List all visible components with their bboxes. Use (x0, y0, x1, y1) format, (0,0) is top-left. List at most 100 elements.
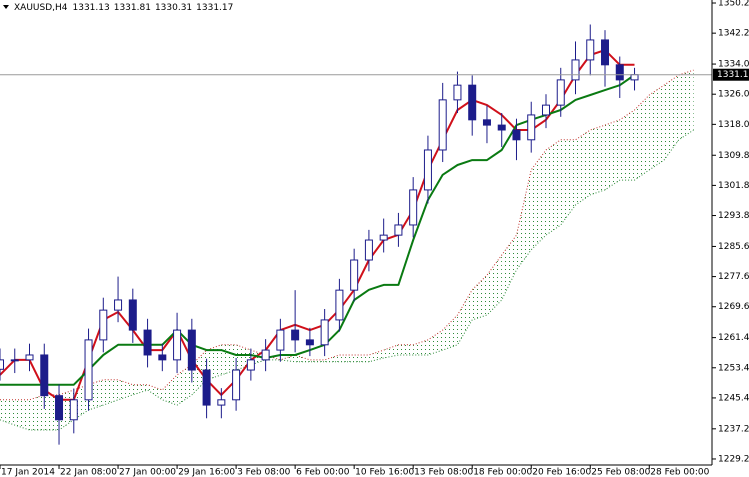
y-tick-label: 1237.20 (718, 424, 749, 434)
y-tick-label: 1277.60 (718, 272, 749, 282)
x-tick-label: 28 Feb 00:00 (650, 468, 709, 477)
symbol: XAUUSD,H4 (14, 3, 68, 13)
close-value: 1331.17 (196, 3, 233, 13)
candle-body (232, 369, 241, 401)
cloud-segment (619, 110, 635, 181)
y-tick-label: 1334.00 (718, 60, 749, 70)
y-tick-label: 1326.00 (718, 90, 749, 100)
candle-body (556, 79, 565, 106)
cloud-segment (634, 94, 650, 181)
y-tick-label: 1253.40 (718, 363, 749, 373)
cloud-segment (486, 255, 502, 316)
candle-body (409, 189, 418, 226)
candle-body (615, 64, 624, 81)
candle-body (128, 299, 137, 331)
chart-header: XAUUSD,H4 1331.13 1331.81 1330.31 1331.17 (14, 3, 233, 13)
cloud-segment (132, 384, 148, 395)
candle-body (246, 359, 255, 371)
cloud-segment (442, 315, 458, 351)
candle-body (423, 149, 432, 191)
candle-body (40, 354, 49, 397)
candle-body (586, 39, 595, 61)
cloud-segment (501, 235, 517, 300)
x-tick-label: 13 Feb 08:00 (414, 468, 473, 477)
cloud-segment (177, 364, 192, 406)
candle-body (99, 309, 108, 341)
candle-body (10, 359, 19, 362)
y-tick-label: 1342.20 (718, 29, 749, 39)
low-value: 1330.31 (155, 3, 192, 13)
y-tick-label: 1309.80 (718, 151, 749, 161)
cloud-segment (0, 399, 15, 426)
cloud-segment (14, 399, 30, 430)
candle-body (527, 114, 536, 141)
y-tick-label: 1350.20 (718, 0, 749, 9)
y-tick-label: 1285.60 (718, 242, 749, 252)
y-tick-label: 1261.40 (718, 333, 749, 343)
candle-body (305, 339, 314, 346)
cloud-segment (147, 384, 163, 400)
candle-body (541, 104, 550, 116)
candle-body (0, 359, 4, 370)
cloud-segment (398, 344, 414, 355)
cloud-segment (118, 379, 133, 400)
x-tick-label: 29 Jan 16:00 (178, 468, 235, 477)
candle-body (335, 289, 344, 321)
candle-body (512, 129, 521, 141)
candle-body (217, 399, 226, 406)
cloud-segment (516, 169, 532, 270)
last-price-label: 1331.17 (717, 70, 749, 80)
cloud-segment (427, 330, 443, 355)
candle-body (84, 339, 93, 401)
cloud-segment (575, 130, 591, 205)
candle-body (158, 354, 167, 361)
cloud-segment (605, 119, 620, 190)
candle-body (187, 329, 196, 371)
candle-body (291, 329, 300, 341)
cloud-segment (590, 125, 606, 195)
candle-body (497, 124, 506, 131)
x-tick-label: 10 Feb 16:00 (355, 468, 414, 477)
cloud-segment (457, 289, 473, 345)
candle-body (379, 234, 388, 241)
candle-body (601, 39, 610, 66)
senkou-span-b (0, 129, 694, 431)
x-tick-label: 6 Feb 00:00 (296, 468, 350, 477)
candle-body (55, 395, 64, 421)
x-tick-label: 22 Jan 08:00 (60, 468, 117, 477)
cloud-segment (103, 379, 119, 406)
candle-body (482, 119, 491, 126)
candle-body (571, 59, 580, 81)
candle-body (320, 319, 329, 346)
y-tick-label: 1269.60 (718, 302, 749, 312)
x-tick-label: 27 Jan 00:00 (119, 468, 176, 477)
candle-body (350, 259, 359, 291)
cloud-segment (29, 394, 45, 430)
candle-body (261, 349, 270, 361)
cloud-segment (162, 374, 178, 406)
menu-triangle[interactable] (3, 5, 9, 9)
cloud-segment (354, 354, 369, 362)
candle-body (364, 239, 373, 261)
candle-body (394, 224, 403, 236)
cloud-segment (339, 354, 355, 362)
cloud-segment (545, 139, 561, 236)
cloud-segment (531, 149, 546, 250)
y-tick-label: 1301.80 (718, 181, 749, 191)
x-tick-label: 25 Feb 08:00 (591, 468, 650, 477)
cloud-segment (678, 70, 694, 140)
candle-body (630, 74, 639, 81)
cloud-segment (560, 139, 576, 225)
x-tick-label: 18 Feb 00:00 (473, 468, 532, 477)
cloud-segment (472, 275, 487, 320)
open-value: 1331.13 (73, 3, 110, 13)
candle-body (173, 329, 182, 361)
cloud-segment (324, 354, 340, 362)
cloud-segment (413, 339, 428, 355)
x-tick-label: 20 Feb 16:00 (532, 468, 591, 477)
candle-body (143, 329, 152, 356)
high-value: 1331.81 (114, 3, 151, 13)
candle-body (25, 354, 34, 361)
candle-body (438, 99, 447, 151)
